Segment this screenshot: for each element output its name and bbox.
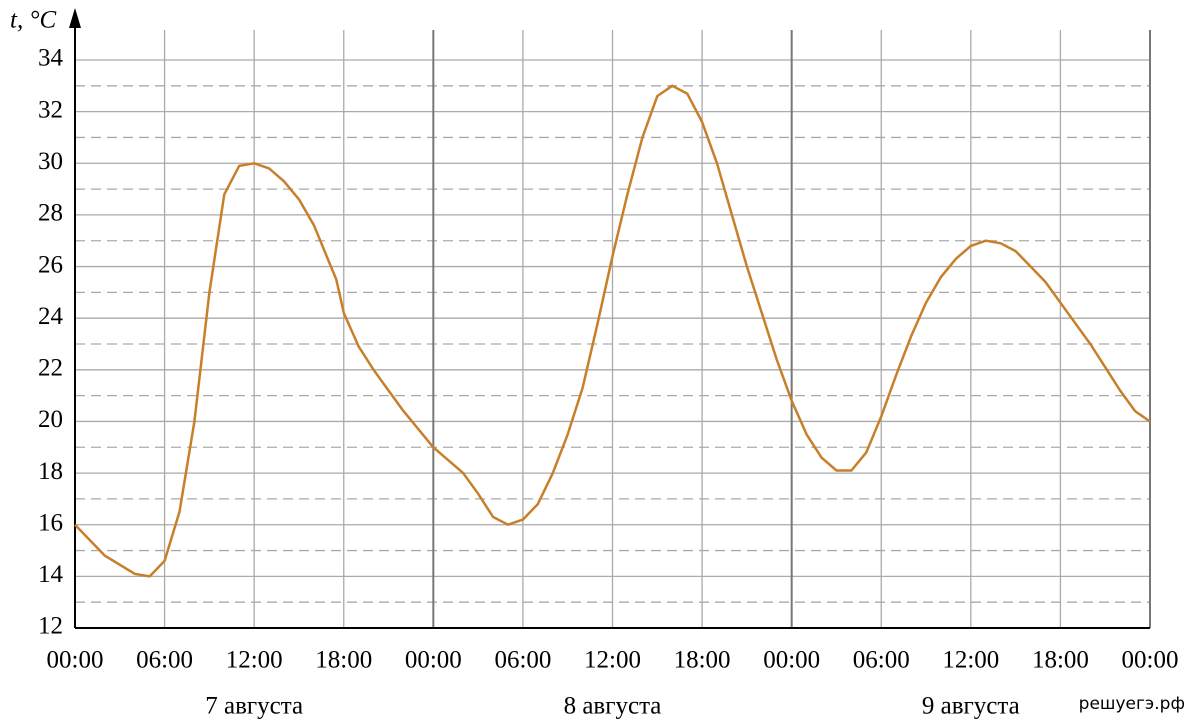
x-tick-label: 00:00	[763, 647, 820, 674]
x-tick-label: 12:00	[942, 647, 999, 674]
x-tick-label: 12:00	[584, 647, 641, 674]
y-tick-label: 14	[38, 561, 64, 588]
day-label: 8 августа	[564, 693, 662, 720]
x-tick-label: 00:00	[1122, 647, 1179, 674]
x-tick-label: 18:00	[674, 647, 731, 674]
y-axis-arrow	[69, 8, 81, 28]
x-tick-label: 18:00	[315, 647, 372, 674]
watermark: решуегэ.рф	[1079, 694, 1185, 714]
y-tick-label: 12	[38, 613, 63, 640]
y-tick-label: 26	[38, 251, 63, 278]
day-label: 7 августа	[205, 693, 303, 720]
x-tick-label: 06:00	[136, 647, 193, 674]
x-tick-label: 00:00	[405, 647, 462, 674]
x-tick-label: 06:00	[853, 647, 910, 674]
y-tick-label: 16	[38, 509, 63, 536]
y-tick-label: 32	[38, 96, 63, 123]
y-tick-label: 18	[38, 458, 63, 485]
day-label: 9 августа	[922, 693, 1020, 720]
y-tick-label: 22	[38, 355, 63, 382]
y-axis-label: t, °C	[10, 7, 56, 34]
x-tick-label: 06:00	[494, 647, 551, 674]
x-tick-label: 00:00	[47, 647, 104, 674]
y-tick-label: 28	[38, 200, 63, 227]
x-tick-label: 18:00	[1032, 647, 1089, 674]
y-tick-label: 20	[38, 406, 63, 433]
line	[74, 84, 1151, 578]
y-tick-label: 34	[38, 45, 64, 72]
y-tick-label: 24	[38, 303, 64, 330]
x-tick-label: 12:00	[226, 647, 283, 674]
y-tick-label: 30	[38, 148, 63, 175]
